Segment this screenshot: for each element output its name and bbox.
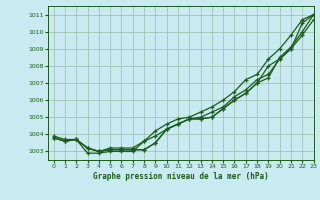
X-axis label: Graphe pression niveau de la mer (hPa): Graphe pression niveau de la mer (hPa) <box>93 172 269 181</box>
